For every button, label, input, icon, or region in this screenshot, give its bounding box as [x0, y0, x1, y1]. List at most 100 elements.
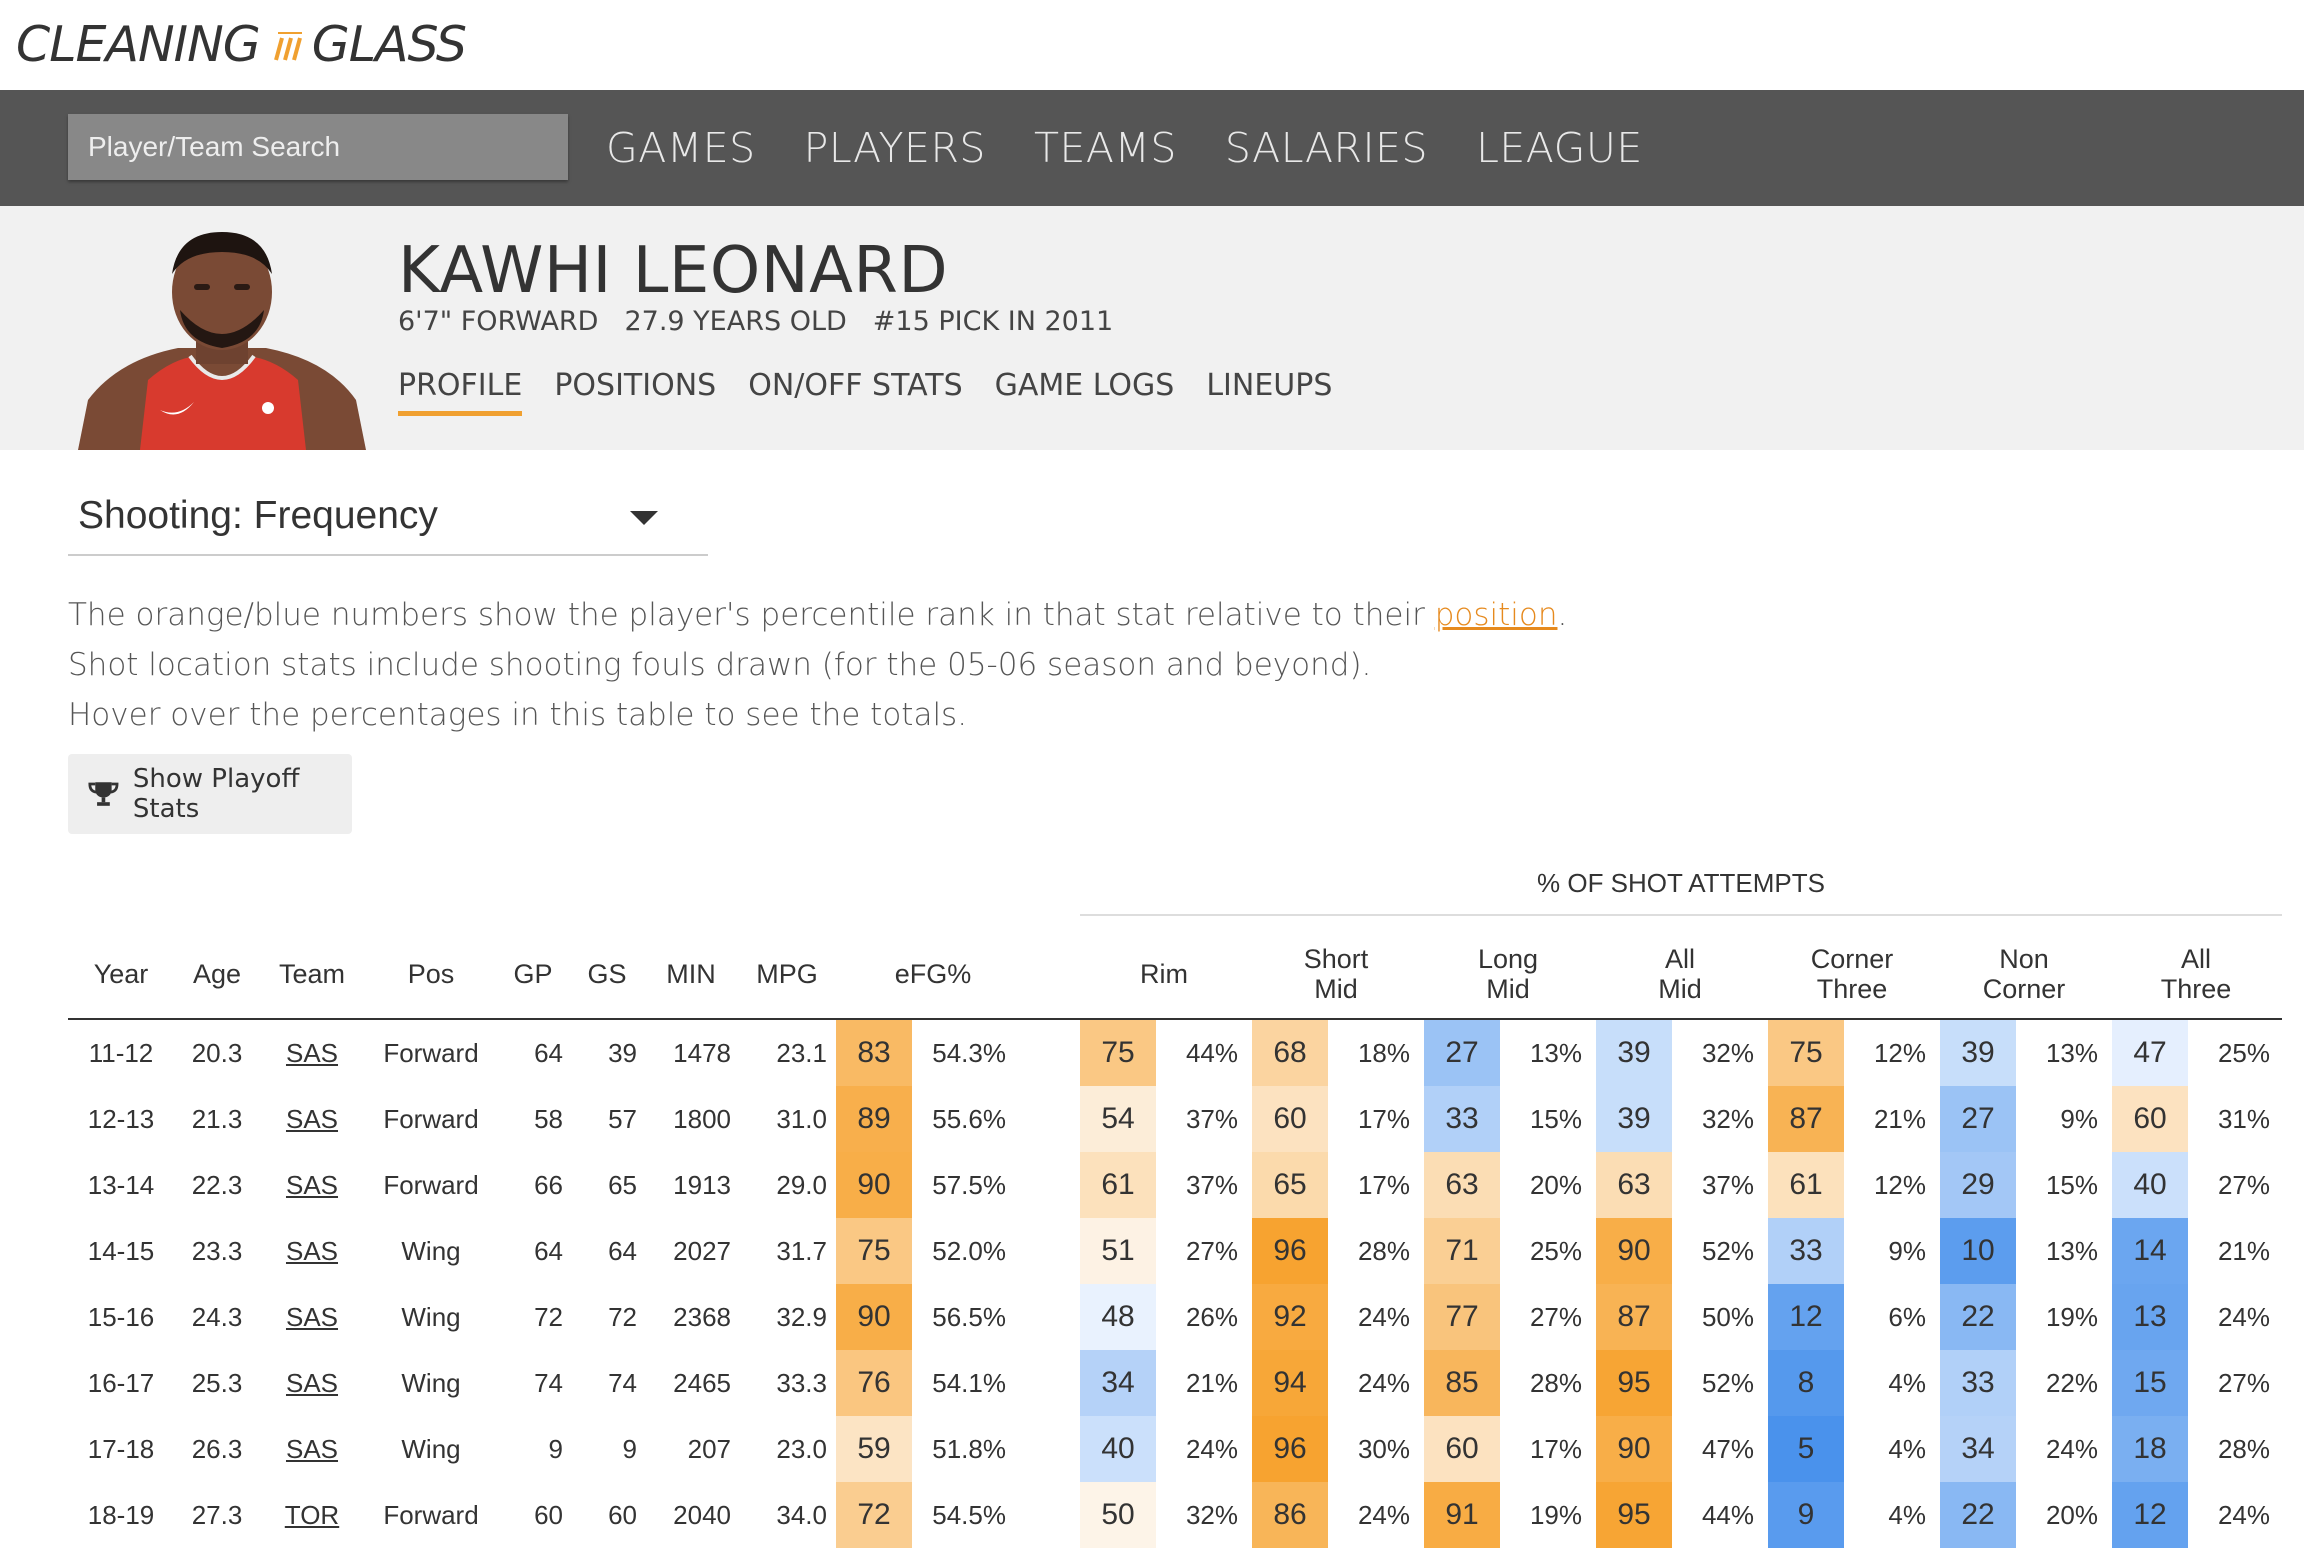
team-link[interactable]: SAS	[285, 1169, 339, 1200]
team-link[interactable]: SAS	[285, 1103, 339, 1134]
tab-game-logs[interactable]: GAME LOGS	[994, 368, 1175, 403]
value-long-mid[interactable]: 19%	[1529, 1499, 1582, 1530]
col-header-gp[interactable]: GP	[513, 959, 553, 989]
value-all-mid[interactable]: 44%	[1701, 1499, 1754, 1530]
value-all-mid[interactable]: 37%	[1701, 1169, 1754, 1200]
value-efg[interactable]: 54.1%	[932, 1367, 1006, 1398]
col-header-non-corner[interactable]: Non Corner	[1982, 944, 2066, 1004]
value-non-corner[interactable]: 22%	[2045, 1367, 2098, 1398]
nav-teams[interactable]: TEAMS	[1033, 124, 1177, 172]
col-header-corner-three[interactable]: Corner Three	[1810, 944, 1894, 1004]
value-long-mid[interactable]: 15%	[1529, 1103, 1582, 1134]
value-rim[interactable]: 26%	[1185, 1301, 1238, 1332]
value-long-mid[interactable]: 13%	[1529, 1037, 1582, 1068]
team-link[interactable]: SAS	[285, 1367, 339, 1398]
value-rim[interactable]: 37%	[1185, 1103, 1238, 1134]
col-header-min[interactable]: MIN	[666, 959, 716, 989]
team-link[interactable]: SAS	[285, 1037, 339, 1068]
stat-view-select[interactable]: Shooting: Frequency	[68, 478, 708, 556]
value-all-mid[interactable]: 32%	[1701, 1103, 1754, 1134]
player-team-search-input[interactable]	[68, 114, 568, 180]
value-non-corner[interactable]: 9%	[2060, 1103, 2098, 1134]
position-link[interactable]: position	[1434, 597, 1558, 633]
value-all-mid[interactable]: 52%	[1701, 1367, 1754, 1398]
value-efg[interactable]: 51.8%	[932, 1433, 1006, 1464]
value-corner-three[interactable]: 6%	[1888, 1301, 1926, 1332]
value-efg[interactable]: 57.5%	[932, 1169, 1006, 1200]
value-long-mid[interactable]: 20%	[1529, 1169, 1582, 1200]
tab-profile[interactable]: PROFILE	[398, 368, 523, 416]
value-long-mid[interactable]: 28%	[1529, 1367, 1582, 1398]
value-non-corner[interactable]: 13%	[2045, 1037, 2098, 1068]
value-all-three[interactable]: 24%	[2217, 1301, 2270, 1332]
col-header-team[interactable]: Team	[278, 959, 346, 989]
value-all-three[interactable]: 24%	[2217, 1499, 2270, 1530]
value-efg[interactable]: 56.5%	[932, 1301, 1006, 1332]
col-header-pos[interactable]: Pos	[407, 959, 455, 989]
nav-salaries[interactable]: SALARIES	[1224, 124, 1429, 172]
value-all-three[interactable]: 31%	[2217, 1103, 2270, 1134]
tab-on-off-stats[interactable]: ON/OFF STATS	[748, 368, 963, 403]
value-rim[interactable]: 27%	[1185, 1235, 1238, 1266]
value-short-mid[interactable]: 18%	[1357, 1037, 1410, 1068]
col-header-efg[interactable]: eFG%	[894, 959, 972, 989]
value-corner-three[interactable]: 4%	[1888, 1433, 1926, 1464]
value-short-mid[interactable]: 24%	[1357, 1367, 1410, 1398]
value-rim[interactable]: 24%	[1185, 1433, 1238, 1464]
value-corner-three[interactable]: 4%	[1888, 1367, 1926, 1398]
value-non-corner[interactable]: 24%	[2045, 1433, 2098, 1464]
value-corner-three[interactable]: 21%	[1873, 1103, 1926, 1134]
value-corner-three[interactable]: 12%	[1873, 1169, 1926, 1200]
nav-games[interactable]: GAMES	[606, 124, 756, 172]
value-non-corner[interactable]: 13%	[2045, 1235, 2098, 1266]
tab-lineups[interactable]: LINEUPS	[1206, 368, 1333, 403]
col-header-all-three[interactable]: All Three	[2160, 944, 2232, 1004]
value-rim[interactable]: 32%	[1185, 1499, 1238, 1530]
value-rim[interactable]: 37%	[1185, 1169, 1238, 1200]
team-link[interactable]: SAS	[285, 1433, 339, 1464]
value-all-three[interactable]: 27%	[2217, 1169, 2270, 1200]
value-corner-three[interactable]: 4%	[1888, 1499, 1926, 1530]
value-all-mid[interactable]: 47%	[1701, 1433, 1754, 1464]
col-header-gs[interactable]: GS	[587, 959, 627, 989]
value-corner-three[interactable]: 12%	[1873, 1037, 1926, 1068]
value-rim[interactable]: 21%	[1185, 1367, 1238, 1398]
value-long-mid[interactable]: 25%	[1529, 1235, 1582, 1266]
value-short-mid[interactable]: 17%	[1357, 1169, 1410, 1200]
col-header-short-mid[interactable]: Short Mid	[1303, 944, 1369, 1004]
value-all-three[interactable]: 21%	[2217, 1235, 2270, 1266]
value-all-three[interactable]: 27%	[2217, 1367, 2270, 1398]
value-all-three[interactable]: 25%	[2217, 1037, 2270, 1068]
nav-players[interactable]: PLAYERS	[803, 124, 986, 172]
team-link[interactable]: SAS	[285, 1235, 339, 1266]
col-header-rim[interactable]: Rim	[1140, 959, 1188, 989]
value-efg[interactable]: 55.6%	[932, 1103, 1006, 1134]
col-header-age[interactable]: Age	[192, 959, 242, 989]
value-non-corner[interactable]: 20%	[2045, 1499, 2098, 1530]
value-short-mid[interactable]: 24%	[1357, 1499, 1410, 1530]
tab-positions[interactable]: POSITIONS	[554, 368, 717, 403]
value-efg[interactable]: 54.3%	[932, 1037, 1006, 1068]
col-header-year[interactable]: Year	[93, 959, 149, 989]
value-long-mid[interactable]: 17%	[1529, 1433, 1582, 1464]
col-header-all-mid[interactable]: All Mid	[1658, 944, 1702, 1004]
value-all-three[interactable]: 28%	[2217, 1433, 2270, 1464]
value-long-mid[interactable]: 27%	[1529, 1301, 1582, 1332]
value-corner-three[interactable]: 9%	[1888, 1235, 1926, 1266]
value-efg[interactable]: 52.0%	[932, 1235, 1006, 1266]
team-link[interactable]: SAS	[285, 1301, 339, 1332]
value-rim[interactable]: 44%	[1185, 1037, 1238, 1068]
value-non-corner[interactable]: 19%	[2045, 1301, 2098, 1332]
value-non-corner[interactable]: 15%	[2045, 1169, 2098, 1200]
value-short-mid[interactable]: 28%	[1357, 1235, 1410, 1266]
value-efg[interactable]: 54.5%	[932, 1499, 1006, 1530]
team-link[interactable]: TOR	[284, 1499, 340, 1530]
value-all-mid[interactable]: 52%	[1701, 1235, 1754, 1266]
value-short-mid[interactable]: 30%	[1357, 1433, 1410, 1464]
col-header-long-mid[interactable]: Long Mid	[1477, 944, 1539, 1004]
value-short-mid[interactable]: 17%	[1357, 1103, 1410, 1134]
site-logo[interactable]: CLEANING GLASS	[16, 14, 467, 74]
nav-league[interactable]: LEAGUE	[1476, 124, 1643, 172]
value-short-mid[interactable]: 24%	[1357, 1301, 1410, 1332]
value-all-mid[interactable]: 32%	[1701, 1037, 1754, 1068]
